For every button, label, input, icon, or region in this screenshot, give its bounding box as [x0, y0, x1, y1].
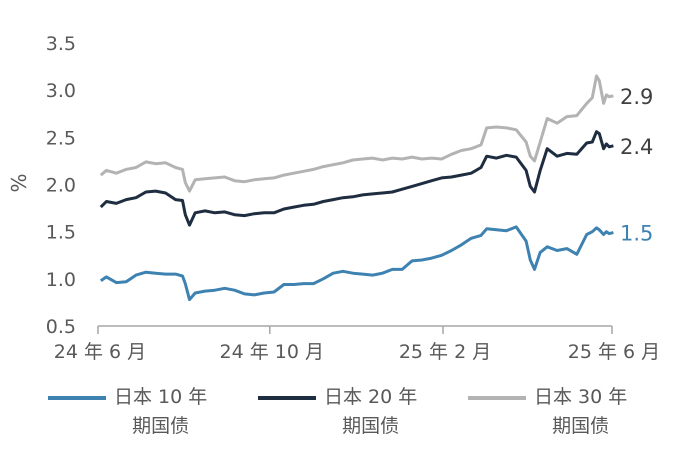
legend-swatch-20y	[258, 396, 316, 400]
legend-label-30y-line1: 日本 30 年	[534, 386, 628, 408]
series-line	[99, 130, 614, 227]
x-tick-label: 25 年 6 月	[568, 341, 660, 363]
y-tick-label: 1.0	[46, 269, 76, 291]
y-tick-label: 0.5	[46, 316, 76, 338]
x-tick-label: 24 年 10 月	[220, 341, 324, 363]
series-end-label: 2.9	[620, 85, 653, 109]
series-lines	[99, 74, 614, 302]
legend-label-20y-line2: 期国债	[342, 415, 400, 437]
series-end-label: 1.5	[620, 222, 653, 246]
legend-item-20y: 日本 20 年 期国债	[258, 383, 417, 449]
y-axis-ticks: 3.5 3.0 2.5 2.0 1.5 1.0 0.5	[46, 33, 76, 338]
x-axis: 24 年 6 月 24 年 10 月 25 年 2 月 25 年 6 月	[54, 325, 660, 363]
x-tick-label: 25 年 2 月	[399, 341, 491, 363]
legend-item-30y: 日本 30 年 期国债	[468, 383, 627, 449]
legend-label-20y-line1: 日本 20 年	[324, 386, 418, 408]
legend-swatch-10y	[48, 396, 106, 400]
y-axis-label: %	[7, 173, 31, 192]
y-tick-label: 2.5	[46, 127, 76, 149]
series-line	[99, 225, 614, 302]
y-tick-label: 3.0	[46, 80, 76, 102]
series-end-label: 2.4	[620, 135, 653, 159]
x-tick-label: 24 年 6 月	[54, 341, 146, 363]
y-tick-label: 3.5	[46, 33, 76, 55]
end-labels: 2.9 2.4 1.5	[620, 85, 653, 246]
y-tick-label: 2.0	[46, 175, 76, 197]
legend-label-10y-line1: 日本 10 年	[114, 386, 208, 408]
series-line	[99, 74, 614, 193]
legend-label-10y-line2: 期国债	[132, 415, 190, 437]
legend-label-30y-line2: 期国债	[552, 415, 610, 437]
legend-swatch-30y	[468, 396, 526, 400]
legend-item-10y: 日本 10 年 期国债	[48, 383, 207, 449]
y-tick-label: 1.5	[46, 222, 76, 244]
